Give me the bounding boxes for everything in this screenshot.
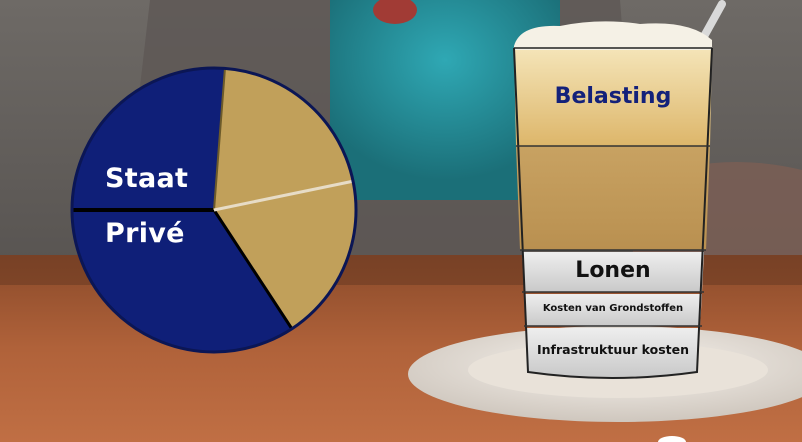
layer-label-infrastructure: Infrastruktuur kosten (536, 342, 690, 357)
pie-chart (70, 66, 358, 354)
layer-label-tax: Belasting (554, 84, 672, 109)
pie-label-private: Privé (105, 218, 185, 249)
pie-slice-state (71, 67, 225, 210)
coffee-glass (513, 0, 726, 379)
layer-infrastructure (526, 328, 700, 377)
layer-raw-materials (524, 294, 702, 326)
layer-label-wages: Lonen (575, 258, 651, 283)
layer-label-raw-materials: Kosten van Grondstoffen (542, 303, 684, 314)
pie-label-state: Staat (105, 163, 189, 194)
layer-wages (522, 252, 704, 292)
